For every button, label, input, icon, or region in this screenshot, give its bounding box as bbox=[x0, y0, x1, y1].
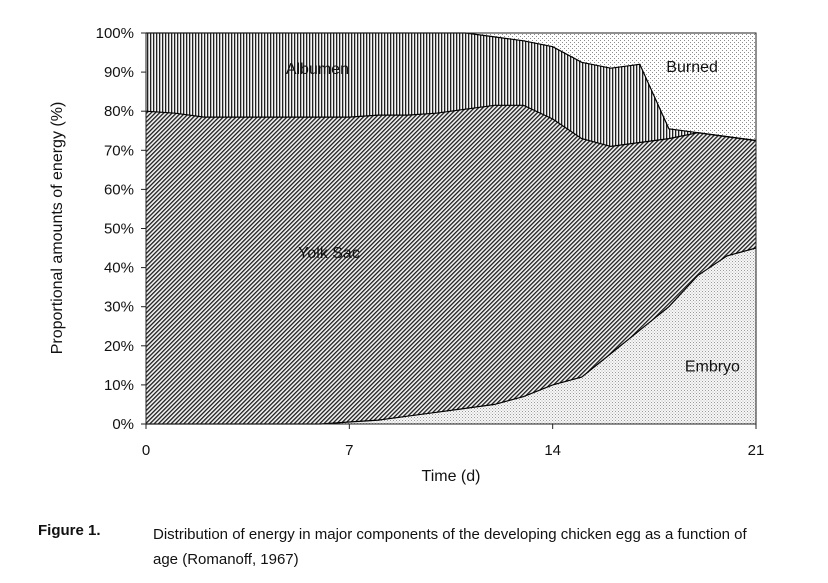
y-tick-label: 90% bbox=[104, 64, 134, 81]
y-axis-label: Proportional amounts of energy (%) bbox=[49, 102, 66, 355]
y-tick-label: 80% bbox=[104, 103, 134, 120]
y-tick-label: 0% bbox=[112, 416, 134, 433]
figure-caption: Distribution of energy in major componen… bbox=[153, 526, 747, 568]
area-embryo bbox=[146, 248, 756, 424]
area-series-group bbox=[146, 33, 756, 425]
x-tick-label: 7 bbox=[345, 442, 353, 459]
x-tick-label: 0 bbox=[142, 442, 150, 459]
area-burned bbox=[146, 33, 756, 141]
x-axis-label: Time (d) bbox=[422, 468, 481, 485]
area-yolk-sac bbox=[146, 105, 756, 425]
y-tick-label: 70% bbox=[104, 142, 134, 159]
stacked-area-chart: 0% 10% 20% 30% 40% 50% 60% 70% 80% 90% 100% 0 7 14 21… bbox=[49, 25, 765, 485]
label-yolk-sac: Yolk Sac bbox=[298, 245, 360, 262]
series-labels: Albumen Burned Yolk Sac Embryo bbox=[286, 59, 740, 375]
area-albumen bbox=[146, 33, 756, 147]
y-axis: 0% 10% 20% 30% 40% 50% 60% 70% 80% 90% 100% bbox=[96, 25, 146, 433]
x-tick-label: 21 bbox=[748, 442, 765, 459]
label-embryo: Embryo bbox=[685, 358, 740, 375]
x-axis: 0 7 14 21 bbox=[142, 424, 765, 459]
label-albumen: Albumen bbox=[286, 61, 349, 78]
y-tick-label: 10% bbox=[104, 377, 134, 394]
boundary-yolk-top bbox=[145, 104, 757, 148]
y-tick-label: 20% bbox=[104, 338, 134, 355]
label-burned: Burned bbox=[666, 59, 718, 76]
y-tick-label: 50% bbox=[104, 221, 134, 238]
figure-label: Figure 1. bbox=[38, 522, 101, 539]
y-tick-label: 100% bbox=[96, 25, 134, 42]
y-tick-label: 40% bbox=[104, 260, 134, 277]
x-tick-label: 14 bbox=[544, 442, 561, 459]
y-tick-label: 30% bbox=[104, 299, 134, 316]
y-tick-label: 60% bbox=[104, 181, 134, 198]
